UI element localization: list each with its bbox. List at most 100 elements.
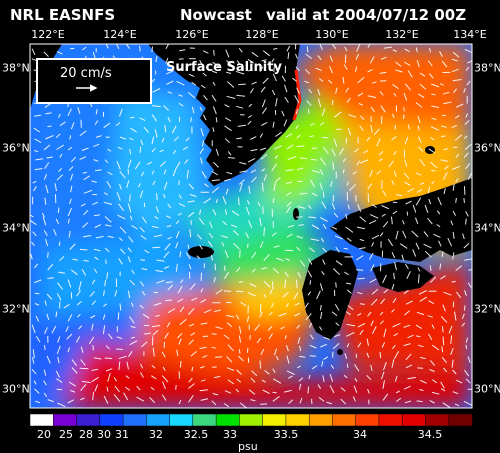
current-vector bbox=[180, 307, 184, 312]
current-vector bbox=[384, 47, 392, 48]
current-vector bbox=[370, 170, 373, 177]
current-vector bbox=[260, 241, 263, 248]
current-vector bbox=[144, 333, 151, 334]
current-vector bbox=[82, 269, 86, 275]
current-vector bbox=[371, 299, 377, 305]
current-vector bbox=[357, 227, 365, 229]
current-vector bbox=[227, 323, 231, 327]
current-vector bbox=[341, 399, 346, 404]
vector-scale-arrow bbox=[38, 60, 150, 102]
current-vector bbox=[47, 126, 51, 127]
current-vector bbox=[281, 327, 285, 329]
current-vector bbox=[224, 404, 229, 407]
current-vector bbox=[156, 206, 158, 212]
current-vector bbox=[275, 132, 281, 136]
current-vector bbox=[441, 316, 447, 322]
colorbar-label-4: 31 bbox=[115, 428, 129, 441]
current-vector bbox=[80, 398, 84, 400]
current-vector bbox=[323, 224, 326, 229]
current-vector bbox=[297, 236, 303, 238]
current-vector bbox=[200, 299, 206, 302]
current-vector bbox=[33, 232, 37, 236]
current-vector bbox=[183, 147, 188, 150]
current-vector bbox=[241, 302, 247, 305]
current-vector bbox=[394, 333, 398, 336]
current-vector bbox=[392, 284, 394, 289]
current-vector bbox=[68, 315, 72, 322]
current-vector bbox=[31, 254, 33, 259]
current-vector bbox=[128, 291, 129, 298]
current-vector bbox=[142, 269, 148, 270]
current-vector bbox=[139, 183, 141, 187]
current-vector bbox=[81, 347, 83, 353]
current-vector bbox=[247, 348, 248, 353]
current-vector bbox=[453, 184, 454, 191]
current-vector bbox=[212, 180, 220, 181]
current-vector bbox=[453, 80, 462, 81]
current-vector bbox=[271, 303, 273, 307]
current-vector bbox=[382, 342, 385, 347]
current-vector bbox=[236, 315, 239, 319]
current-vector bbox=[45, 327, 48, 333]
current-vector bbox=[282, 76, 285, 81]
current-vector bbox=[429, 334, 432, 340]
colorbar-label-3: 30 bbox=[97, 428, 111, 441]
current-vector bbox=[360, 239, 364, 240]
current-vector bbox=[273, 379, 281, 384]
current-vector bbox=[262, 380, 266, 382]
current-vector bbox=[416, 325, 422, 329]
current-vector bbox=[225, 105, 230, 107]
current-vector bbox=[453, 52, 459, 57]
current-vector bbox=[119, 356, 127, 359]
current-vector bbox=[377, 171, 381, 175]
current-vector bbox=[78, 107, 80, 114]
current-vector bbox=[357, 292, 362, 294]
current-vector bbox=[93, 345, 94, 350]
current-vector bbox=[84, 210, 88, 215]
current-vector bbox=[318, 56, 321, 60]
current-vector bbox=[272, 233, 276, 236]
current-vector bbox=[168, 92, 172, 94]
current-vector bbox=[263, 390, 270, 394]
current-vector bbox=[132, 226, 138, 229]
current-vector bbox=[456, 198, 457, 203]
current-vector bbox=[346, 333, 354, 337]
current-vector bbox=[428, 61, 432, 66]
current-vector bbox=[236, 267, 240, 272]
current-vector bbox=[172, 126, 176, 133]
current-vector bbox=[288, 376, 292, 379]
current-vector bbox=[367, 375, 371, 380]
kyushu-landmass bbox=[302, 250, 358, 340]
current-vector bbox=[392, 252, 395, 258]
current-vector bbox=[330, 385, 334, 393]
current-vector bbox=[208, 241, 212, 246]
current-vector bbox=[46, 239, 48, 246]
current-vector bbox=[282, 111, 285, 116]
current-vector bbox=[420, 159, 425, 166]
current-vector bbox=[46, 157, 52, 158]
current-vector bbox=[347, 364, 348, 368]
current-vector bbox=[45, 163, 49, 169]
current-vector bbox=[70, 199, 72, 204]
current-vector bbox=[396, 231, 398, 240]
current-vector bbox=[252, 371, 257, 376]
current-vector bbox=[222, 242, 224, 246]
current-vector bbox=[48, 400, 54, 402]
colorbar-swatch bbox=[379, 414, 403, 426]
current-vector bbox=[179, 180, 180, 185]
current-vector bbox=[287, 145, 293, 149]
current-vector bbox=[176, 242, 178, 248]
current-vector bbox=[94, 358, 102, 359]
current-vector bbox=[419, 137, 422, 143]
current-vector bbox=[251, 378, 255, 382]
current-vector bbox=[80, 249, 88, 250]
colorbar-label-0: 20 bbox=[37, 428, 51, 441]
current-vector bbox=[260, 304, 261, 313]
current-vector bbox=[142, 291, 145, 295]
current-vector bbox=[418, 94, 424, 98]
current-vector bbox=[407, 212, 408, 216]
current-vector bbox=[129, 317, 134, 324]
current-vector bbox=[162, 138, 164, 143]
current-vector bbox=[319, 397, 324, 401]
current-vector bbox=[287, 356, 289, 364]
